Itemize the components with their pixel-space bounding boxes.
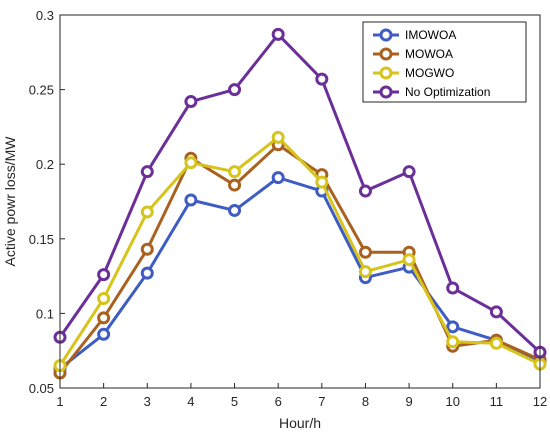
legend-label: MOGWO [405,66,454,80]
legend-item: IMOWOA [373,28,456,42]
x-tick-label: 2 [100,394,107,409]
data-point [140,266,154,280]
legend-item: MOGWO [373,66,454,80]
ticks-layer: 1 2 3 4 5 6 7 8 9 10 11 120.050.10.150.20.250.3 [29,8,548,409]
legend: IMOWOA MOWOA MOGWO No Optimization [362,21,527,103]
data-point [489,336,503,350]
data-point [228,83,242,97]
y-tick-label: 0.1 [36,306,54,321]
x-tick-label: 7 [318,394,325,409]
series-line [58,32,542,354]
x-tick-label: 9 [405,394,412,409]
plot-frame [59,14,541,389]
legend-swatch-marker [379,85,393,99]
x-tick-label: 5 [231,394,238,409]
y-tick-label: 0.25 [29,83,54,98]
series-line [59,176,541,370]
data-point [97,327,111,341]
data-point [358,184,372,198]
x-axis-title: Hour/h [279,415,321,431]
data-point [358,265,372,279]
y-tick-label: 0.2 [36,157,54,172]
legend-swatch-marker [379,66,393,80]
x-tick-label: 4 [187,394,194,409]
data-point [402,165,416,179]
legend-item: No Optimization [373,85,490,99]
x-tick-label: 6 [275,394,282,409]
legend-label: IMOWOA [405,28,456,42]
data-point [97,311,111,325]
data-point [184,193,198,207]
series-mogwo [53,130,547,373]
legend-item: MOWOA [373,47,453,61]
y-tick-label: 0.3 [36,8,54,23]
data-point [140,165,154,179]
data-point [271,130,285,144]
data-point [228,203,242,217]
x-tick-label: 1 [56,394,63,409]
data-point [184,156,198,170]
data-point [446,281,460,295]
data-point [228,178,242,192]
data-point [315,72,329,86]
y-tick-label: 0.05 [29,381,54,396]
x-tick-label: 10 [445,394,459,409]
data-point [97,268,111,282]
data-point [97,291,111,305]
series-line [58,135,541,367]
legend-swatch-marker [379,28,393,42]
series-no-optimization [53,27,547,359]
legend-label: MOWOA [405,47,453,61]
data-point [184,95,198,109]
x-tick-label: 12 [533,394,547,409]
legend-swatch-marker [379,47,393,61]
x-tick-label: 8 [362,394,369,409]
data-point [358,245,372,259]
data-point [315,175,329,189]
legend-label: No Optimization [405,85,490,99]
series-layer [53,27,547,380]
y-axis-title: Active powr loss/MW [2,136,18,267]
data-point [402,253,416,267]
data-point [446,335,460,349]
data-point [489,305,503,319]
data-point [140,205,154,219]
data-point [446,320,460,334]
data-point [228,165,242,179]
data-point [271,27,285,41]
data-point [271,171,285,185]
y-tick-label: 0.15 [29,232,54,247]
data-point [140,242,154,256]
x-tick-label: 11 [490,394,504,409]
x-tick-label: 3 [144,394,151,409]
